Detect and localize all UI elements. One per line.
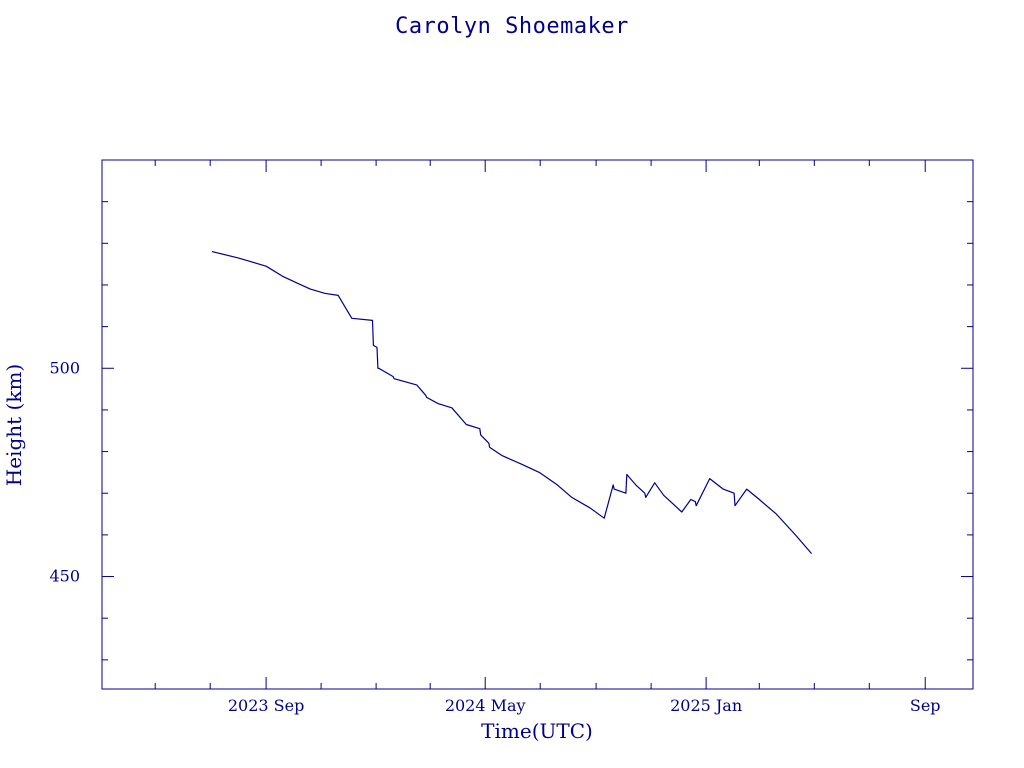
x-tick-label: 2023 Sep (228, 696, 304, 715)
plot-frame (101, 159, 974, 690)
height-series-line (211, 251, 813, 554)
x-axis-label: Time(UTC) (481, 719, 593, 743)
y-tick-label: 500 (49, 358, 80, 377)
x-tick-label: Sep (910, 696, 941, 715)
y-axis-label: Height (km) (2, 364, 26, 486)
x-tick-label: 2024 May (445, 696, 526, 715)
chart-title: Carolyn Shoemaker (395, 14, 629, 39)
tick-label-group: 2023 Sep 2024 May 2025 Jan Sep 450 500 (49, 358, 940, 715)
tick-group (102, 160, 973, 689)
x-tick-label: 2025 Jan (670, 696, 742, 715)
y-tick-label: 450 (49, 567, 80, 586)
